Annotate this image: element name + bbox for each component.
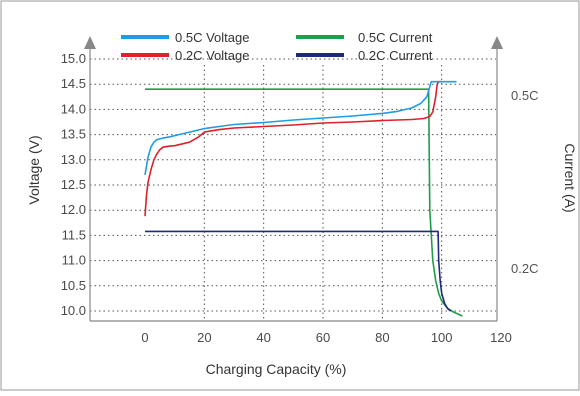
legend-label: 0.2C Current (358, 48, 433, 63)
annotation-low-current: 0.2C (511, 261, 538, 276)
tick-labels: 15.0 14.5 14.0 13.5 13.0 12.5 12.0 11.5 11.0 10.5… (61, 51, 512, 345)
series-line-v-02c (144, 80, 442, 217)
series-line-i-02c (145, 230, 452, 312)
y-tick-label: 11.0 (62, 253, 86, 268)
y-tick-label: 13.0 (61, 152, 86, 167)
y-axis-right-title: Current (A) (562, 143, 578, 212)
legend-label: 0.2C Voltage (175, 48, 249, 63)
series-lines (144, 80, 463, 317)
x-tick-label: 20 (197, 330, 211, 345)
grid (90, 58, 496, 320)
x-tick-label: 60 (316, 330, 330, 345)
axes (84, 36, 503, 322)
legend: 0.5C Voltage 0.2C Voltage 0.5C Current 0.2C… (121, 30, 433, 63)
y-tick-label: 14.5 (61, 76, 86, 91)
x-tick-label: 80 (375, 330, 389, 345)
y-tick-label: 10.0 (61, 303, 86, 318)
y-tick-label: 12.5 (61, 177, 86, 192)
x-tick-label: 120 (490, 330, 512, 345)
y-tick-label: 10.5 (61, 278, 86, 293)
y-tick-label: 11.5 (62, 227, 86, 242)
x-tick-label: 40 (256, 330, 270, 345)
annotation-high-current: 0.5C (511, 88, 538, 103)
x-axis-title: Charging Capacity (%) (206, 361, 347, 377)
legend-label: 0.5C Voltage (175, 30, 249, 45)
x-tick-label: 100 (431, 330, 453, 345)
series-line-v-05c (144, 80, 457, 176)
legend-label: 0.5C Current (358, 30, 433, 45)
y-tick-label: 15.0 (61, 51, 86, 66)
y-tick-label: 13.5 (61, 127, 86, 142)
y-tick-label: 14.0 (61, 101, 86, 116)
y-axis-left-arrow (84, 36, 96, 49)
y-axis-left-title: Voltage (V) (26, 135, 42, 204)
x-tick-label: 0 (141, 330, 148, 345)
y-axis-right-arrow (491, 36, 503, 49)
y-tick-label: 12.0 (61, 202, 86, 217)
